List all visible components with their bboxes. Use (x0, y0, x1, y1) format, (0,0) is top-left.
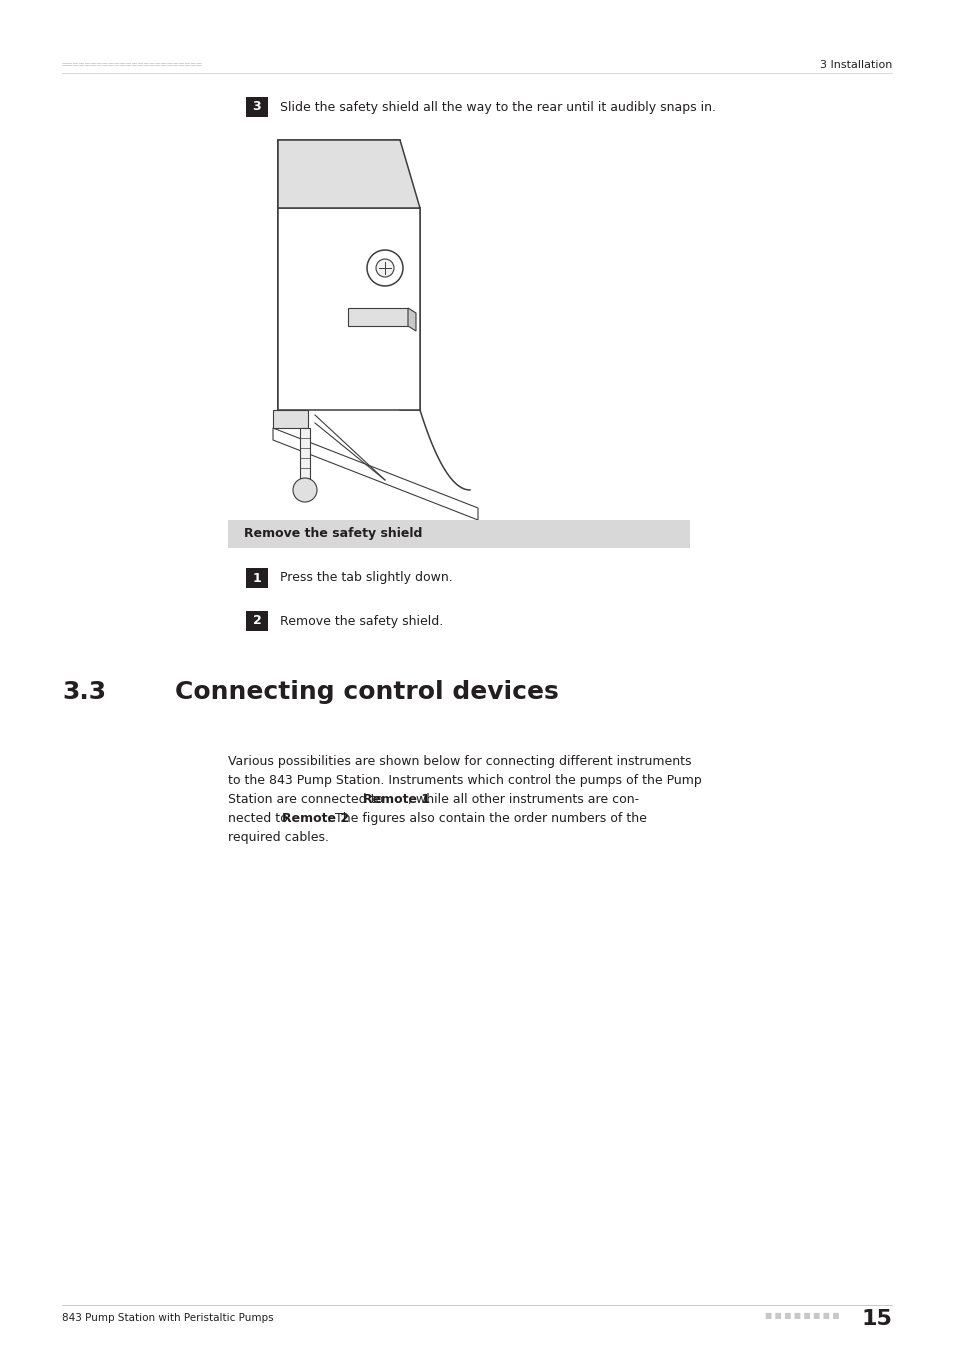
Text: Station are connected to: Station are connected to (228, 792, 387, 806)
FancyBboxPatch shape (246, 568, 268, 589)
Polygon shape (277, 208, 419, 410)
Circle shape (375, 259, 394, 277)
Text: required cables.: required cables. (228, 832, 329, 844)
Text: Slide the safety shield all the way to the rear until it audibly snaps in.: Slide the safety shield all the way to t… (280, 100, 716, 113)
Polygon shape (277, 140, 419, 208)
Text: 3.3: 3.3 (62, 680, 106, 703)
Text: Remove the safety shield.: Remove the safety shield. (280, 614, 443, 628)
Polygon shape (277, 140, 399, 208)
Polygon shape (273, 428, 477, 520)
Text: ========================: ======================== (62, 59, 203, 70)
Text: 1: 1 (253, 571, 261, 585)
Polygon shape (399, 208, 419, 410)
Text: Remove the safety shield: Remove the safety shield (244, 528, 422, 540)
Polygon shape (273, 410, 308, 428)
Text: to the 843 Pump Station. Instruments which control the pumps of the Pump: to the 843 Pump Station. Instruments whi… (228, 774, 701, 787)
Circle shape (367, 250, 402, 286)
Text: ■ ■ ■ ■ ■ ■ ■ ■: ■ ■ ■ ■ ■ ■ ■ ■ (764, 1311, 839, 1320)
Text: 3: 3 (253, 100, 261, 113)
Text: Connecting control devices: Connecting control devices (174, 680, 558, 703)
Text: Press the tab slightly down.: Press the tab slightly down. (280, 571, 453, 585)
FancyBboxPatch shape (246, 612, 268, 630)
Text: 843 Pump Station with Peristaltic Pumps: 843 Pump Station with Peristaltic Pumps (62, 1314, 274, 1323)
Polygon shape (299, 428, 310, 481)
Text: 15: 15 (861, 1310, 891, 1328)
Text: Remote 2: Remote 2 (282, 811, 349, 825)
Text: , while all other instruments are con-: , while all other instruments are con- (408, 792, 639, 806)
FancyBboxPatch shape (246, 97, 268, 117)
FancyBboxPatch shape (228, 520, 689, 548)
Polygon shape (348, 308, 408, 325)
Text: 2: 2 (253, 614, 261, 628)
Text: Various possibilities are shown below for connecting different instruments: Various possibilities are shown below fo… (228, 755, 691, 768)
Text: . The figures also contain the order numbers of the: . The figures also contain the order num… (327, 811, 646, 825)
Polygon shape (408, 308, 416, 331)
Text: 3 Installation: 3 Installation (819, 59, 891, 70)
Text: nected to: nected to (228, 811, 292, 825)
Text: Remote 1: Remote 1 (363, 792, 430, 806)
Circle shape (293, 478, 316, 502)
